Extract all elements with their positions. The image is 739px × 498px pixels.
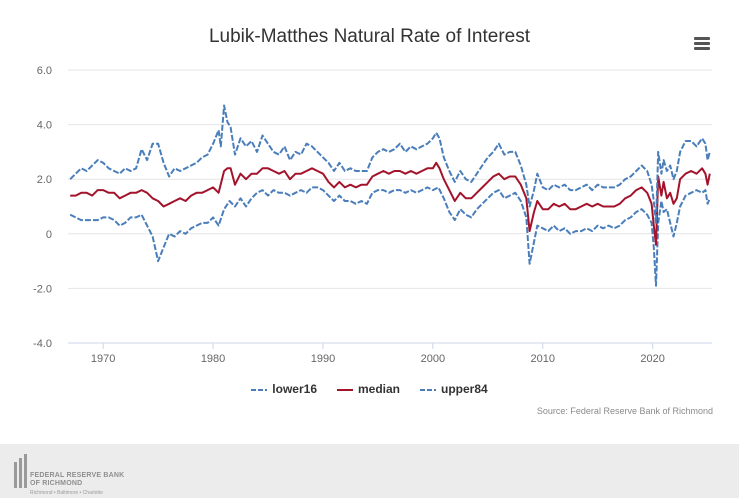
x-tick-label: 1980 <box>201 353 225 365</box>
legend-label: median <box>358 382 401 396</box>
series-line-upper84[interactable] <box>69 104 711 224</box>
legend-label: upper84 <box>441 382 488 396</box>
series-line-median[interactable] <box>70 161 711 246</box>
source-credit[interactable]: Source: Federal Reserve Bank of Richmond <box>536 406 713 416</box>
logo-text-line2: OF RICHMOND <box>30 480 83 487</box>
axes: 6.0 4.0 2.0 0 -2.0 -4.0 1970 1980 1990 2000 2010 20… <box>33 65 712 365</box>
y-tick-label: 2.0 <box>37 174 52 186</box>
legend-swatch <box>420 388 437 391</box>
hamburger-menu-icon[interactable] <box>690 34 714 54</box>
chart-title: Lubik-Matthes Natural Rate of Interest <box>208 26 531 47</box>
legend-item-upper84[interactable]: upper84 <box>420 382 488 396</box>
x-tick-label: 2010 <box>531 353 555 365</box>
legend-swatch <box>251 388 268 391</box>
bank-building-icon <box>14 454 27 488</box>
legend-label: lower16 <box>272 382 317 396</box>
legend-swatch <box>337 388 353 391</box>
x-tick-label: 1990 <box>311 353 335 365</box>
x-tick-label: 2000 <box>421 353 445 365</box>
legend: lower16 median upper84 <box>0 382 739 396</box>
y-tick-label: 4.0 <box>37 120 52 132</box>
chart-container: 6.0 4.0 2.0 0 -2.0 -4.0 1970 1980 1990 2000 2010 20… <box>0 26 739 416</box>
series-line-lower16[interactable] <box>69 186 711 287</box>
y-tick-label: 6.0 <box>37 65 52 77</box>
logo-text-line3: Richmond • Baltimore • Charlotte <box>30 490 103 496</box>
line-chart: 6.0 4.0 2.0 0 -2.0 -4.0 1970 1980 1990 2000 2010 20… <box>33 65 712 365</box>
footer: FEDERAL RESERVE BANK OF RICHMOND Richmon… <box>0 444 739 498</box>
legend-item-median[interactable]: median <box>337 382 400 396</box>
y-tick-label: -2.0 <box>33 283 52 295</box>
x-tick-label: 2020 <box>640 353 664 365</box>
series-lines <box>69 104 711 287</box>
logo-text-line1: FEDERAL RESERVE BANK <box>30 472 125 479</box>
y-tick-label: -4.0 <box>33 338 52 350</box>
legend-item-lower16[interactable]: lower16 <box>251 382 317 396</box>
fed-richmond-logo[interactable]: FEDERAL RESERVE BANK OF RICHMOND Richmon… <box>14 454 124 496</box>
x-tick-label: 1970 <box>91 353 115 365</box>
y-tick-label: 0 <box>46 229 52 241</box>
